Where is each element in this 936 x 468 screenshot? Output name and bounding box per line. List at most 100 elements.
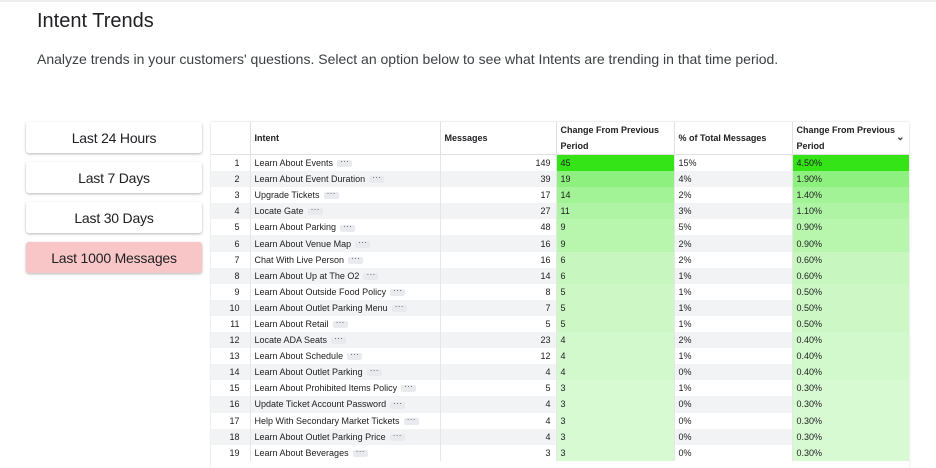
intent-cell: Learn About Retail ··· xyxy=(250,315,441,333)
table-row[interactable]: 19 Learn About Beverages ··· 3 3 0% 0.30% xyxy=(211,444,909,461)
row-index: 3 xyxy=(211,187,251,204)
row-index: 2 xyxy=(211,171,251,188)
period-button[interactable]: Last 1000 Messages xyxy=(26,242,202,273)
intent-name: Update Ticket Account Password xyxy=(254,399,387,410)
table-row[interactable]: 16 Update Ticket Account Password ··· 4 3 0% 0… xyxy=(211,396,909,413)
change-value: 4 xyxy=(556,332,675,349)
page-title: Intent Trends xyxy=(37,10,154,32)
message-count: 8 xyxy=(440,283,557,300)
header-change[interactable]: Change From Previous Period xyxy=(556,122,675,155)
table-row[interactable]: 9 Learn About Outside Food Policy ··· 8 5 1% 0… xyxy=(211,283,909,300)
intent-name: Learn About Outlet Parking Menu xyxy=(254,302,388,313)
period-button[interactable]: Last 30 Days xyxy=(26,202,202,233)
change-percent: 0.40% xyxy=(792,364,909,381)
percent-total: 1% xyxy=(674,299,793,316)
percent-total: 2% xyxy=(674,187,793,204)
intent-cell: Learn About Venue Map ··· xyxy=(250,235,441,252)
change-value: 3 xyxy=(556,428,675,445)
message-count: 7 xyxy=(440,299,557,316)
more-options-icon[interactable]: ··· xyxy=(323,189,339,200)
message-count: 5 xyxy=(440,315,557,333)
more-options-icon[interactable]: ··· xyxy=(401,382,417,393)
table-row[interactable]: 7 Chat With Live Person ··· 16 6 2% 0.60% xyxy=(211,251,909,268)
period-button[interactable]: Last 24 Hours xyxy=(26,122,202,153)
more-options-icon[interactable]: ··· xyxy=(366,366,382,377)
table-row[interactable]: 15 Learn About Prohibited Items Policy ···… xyxy=(211,380,909,397)
change-percent: 1.40% xyxy=(792,187,909,204)
change-value: 3 xyxy=(556,396,675,413)
table-row[interactable]: 8 Learn About Up at The O2 ··· 14 6 1% 0.60% xyxy=(211,267,909,284)
intent-cell: Learn About Parking ··· xyxy=(250,219,441,236)
intent-name: Upgrade Tickets xyxy=(254,190,320,201)
intent-name: Locate ADA Seats xyxy=(254,335,328,346)
change-percent: 0.50% xyxy=(792,299,909,316)
table-row[interactable]: 17 Help With Secondary Market Tickets ··· 4… xyxy=(211,412,909,429)
table-row[interactable]: 11 Learn About Retail ··· 5 5 1% 0.50% xyxy=(211,315,909,333)
chevron-down-icon[interactable]: ⌄ xyxy=(896,132,905,143)
change-percent: 0.50% xyxy=(792,283,909,300)
table-row[interactable]: 13 Learn About Schedule ··· 12 4 1% 0.40% xyxy=(211,348,909,365)
change-value: 9 xyxy=(556,235,675,252)
table-row[interactable]: 3 Upgrade Tickets ··· 17 14 2% 1.40% xyxy=(211,187,909,204)
more-options-icon[interactable]: ··· xyxy=(337,157,353,168)
row-index: 17 xyxy=(211,412,251,429)
percent-total: 1% xyxy=(674,380,793,397)
intent-cell: Locate ADA Seats ··· xyxy=(250,332,441,349)
table-row[interactable]: 2 Learn About Event Duration ··· 39 19 4% 1.90… xyxy=(211,171,909,188)
table-row[interactable]: 12 Locate ADA Seats ··· 23 4 2% 0.40% xyxy=(211,332,909,349)
row-index: 7 xyxy=(211,251,251,268)
row-index: 18 xyxy=(211,428,251,445)
change-value: 3 xyxy=(556,444,675,461)
intent-cell: Update Ticket Account Password ··· xyxy=(250,396,441,413)
table-row[interactable]: 6 Learn About Venue Map ··· 16 9 2% 0.90% xyxy=(211,235,909,252)
more-options-icon[interactable]: ··· xyxy=(369,173,385,184)
more-options-icon[interactable]: ··· xyxy=(347,350,363,361)
intent-name: Help With Secondary Market Tickets xyxy=(254,415,400,426)
change-value: 6 xyxy=(556,251,675,268)
message-count: 23 xyxy=(440,332,557,349)
row-index: 4 xyxy=(211,203,251,220)
period-button[interactable]: Last 7 Days xyxy=(26,162,202,193)
header-change-pct[interactable]: Change From Previous Period ⌄ xyxy=(792,122,909,155)
more-options-icon[interactable]: ··· xyxy=(391,302,407,313)
table-row[interactable]: 10 Learn About Outlet Parking Menu ··· 7 5 1%… xyxy=(211,299,909,316)
period-selector: Last 24 Hours Last 7 Days Last 30 Days Last… xyxy=(26,122,202,282)
percent-total: 1% xyxy=(674,267,793,284)
change-value: 4 xyxy=(556,348,675,365)
change-percent: 0.30% xyxy=(792,428,909,445)
more-options-icon[interactable]: ··· xyxy=(331,334,347,345)
table-row[interactable]: 14 Learn About Outlet Parking ··· 4 4 0% 0.40% xyxy=(211,364,909,381)
top-divider xyxy=(0,0,936,2)
message-count: 4 xyxy=(440,412,557,429)
table-row[interactable]: 5 Learn About Parking ··· 48 9 5% 0.90% xyxy=(211,219,909,236)
percent-total: 15% xyxy=(674,154,793,172)
intent-cell: Locate Gate ··· xyxy=(250,203,441,220)
more-options-icon[interactable]: ··· xyxy=(355,237,371,248)
more-options-icon[interactable]: ··· xyxy=(307,205,323,216)
header-messages[interactable]: Messages xyxy=(440,122,557,155)
more-options-icon[interactable]: ··· xyxy=(348,253,364,264)
header-percent[interactable]: % of Total Messages xyxy=(674,122,793,155)
message-count: 14 xyxy=(440,267,557,284)
message-count: 48 xyxy=(440,219,557,236)
more-options-icon[interactable]: ··· xyxy=(340,221,356,232)
message-count: 3 xyxy=(440,444,557,461)
header-intent[interactable]: Intent xyxy=(250,122,441,155)
table-row[interactable]: 1 Learn About Events ··· 149 45 15% 4.50% xyxy=(211,154,909,172)
more-options-icon[interactable]: ··· xyxy=(390,398,406,409)
more-options-icon[interactable]: ··· xyxy=(389,430,405,441)
percent-total: 3% xyxy=(674,203,793,220)
table-row[interactable]: 4 Locate Gate ··· 27 11 3% 1.10% xyxy=(211,203,909,220)
intent-cell: Learn About Events ··· xyxy=(250,154,441,172)
change-value: 14 xyxy=(556,187,675,204)
table-row[interactable]: 18 Learn About Outlet Parking Price ··· 4 3 0… xyxy=(211,428,909,445)
intent-cell: Learn About Beverages ··· xyxy=(250,444,441,461)
percent-total: 5% xyxy=(674,219,793,236)
more-options-icon[interactable]: ··· xyxy=(352,446,368,457)
more-options-icon[interactable]: ··· xyxy=(403,414,419,425)
more-options-icon[interactable]: ··· xyxy=(363,269,379,280)
more-options-icon[interactable]: ··· xyxy=(332,318,348,329)
intent-cell: Learn About Outlet Parking Menu ··· xyxy=(250,299,441,316)
more-options-icon[interactable]: ··· xyxy=(390,285,406,296)
intent-name: Learn About Venue Map xyxy=(254,238,352,249)
